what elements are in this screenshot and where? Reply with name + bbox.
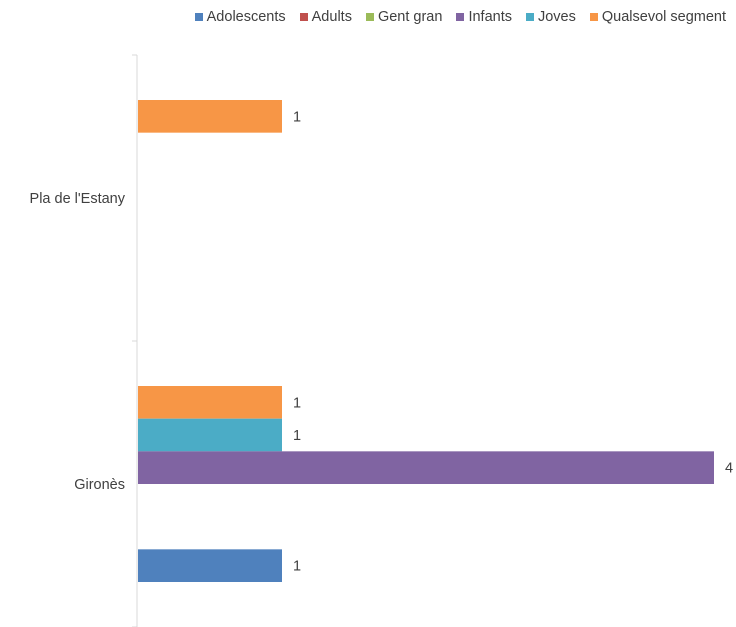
- legend-label: Adults: [311, 9, 352, 25]
- legend-item-adults: Adults: [299, 9, 352, 25]
- bar-pla-de-l-estany-qualsevol-segment: [138, 100, 282, 133]
- legend-swatch: [456, 13, 465, 21]
- legend-swatch: [365, 13, 374, 21]
- legend-item-adolescents: Adolescents: [194, 9, 286, 25]
- data-label-girones-joves: 1: [293, 428, 301, 444]
- legend-item-gent-gran: Gent gran: [365, 9, 443, 25]
- legend-swatch: [589, 13, 598, 21]
- legend-swatch: [194, 13, 203, 21]
- legend-label: Infants: [468, 9, 512, 25]
- legend-label: Adolescents: [206, 9, 286, 25]
- legend: Adolescents Adults Gent gran Infants Joves Qu…: [194, 9, 726, 25]
- bar-girones-joves: [138, 418, 282, 452]
- legend-item-qualsevol-segment: Qualsevol segment: [589, 9, 726, 25]
- bar-girones-infants: [138, 451, 714, 484]
- category-label-pla-de-l-estany: Pla de l'Estany: [30, 191, 126, 207]
- legend-label: Qualsevol segment: [601, 9, 726, 25]
- legend-item-infants: Infants: [456, 9, 512, 25]
- data-label-pla-de-l-estany-qualsevol-segment: 1: [293, 109, 301, 125]
- legend-swatch: [299, 13, 308, 21]
- legend-label: Gent gran: [377, 9, 443, 25]
- data-label-girones-qualsevol-segment: 1: [293, 395, 301, 411]
- bar-girones-adolescents: [138, 549, 282, 582]
- legend-label: Joves: [537, 9, 576, 25]
- legend-swatch: [525, 13, 534, 21]
- bar-girones-qualsevol-segment: [138, 386, 282, 419]
- category-label-girones: Gironès: [74, 477, 125, 493]
- legend-item-joves: Joves: [525, 9, 576, 25]
- data-label-girones-infants: 4: [725, 461, 733, 477]
- data-label-girones-adolescents: 1: [293, 559, 301, 575]
